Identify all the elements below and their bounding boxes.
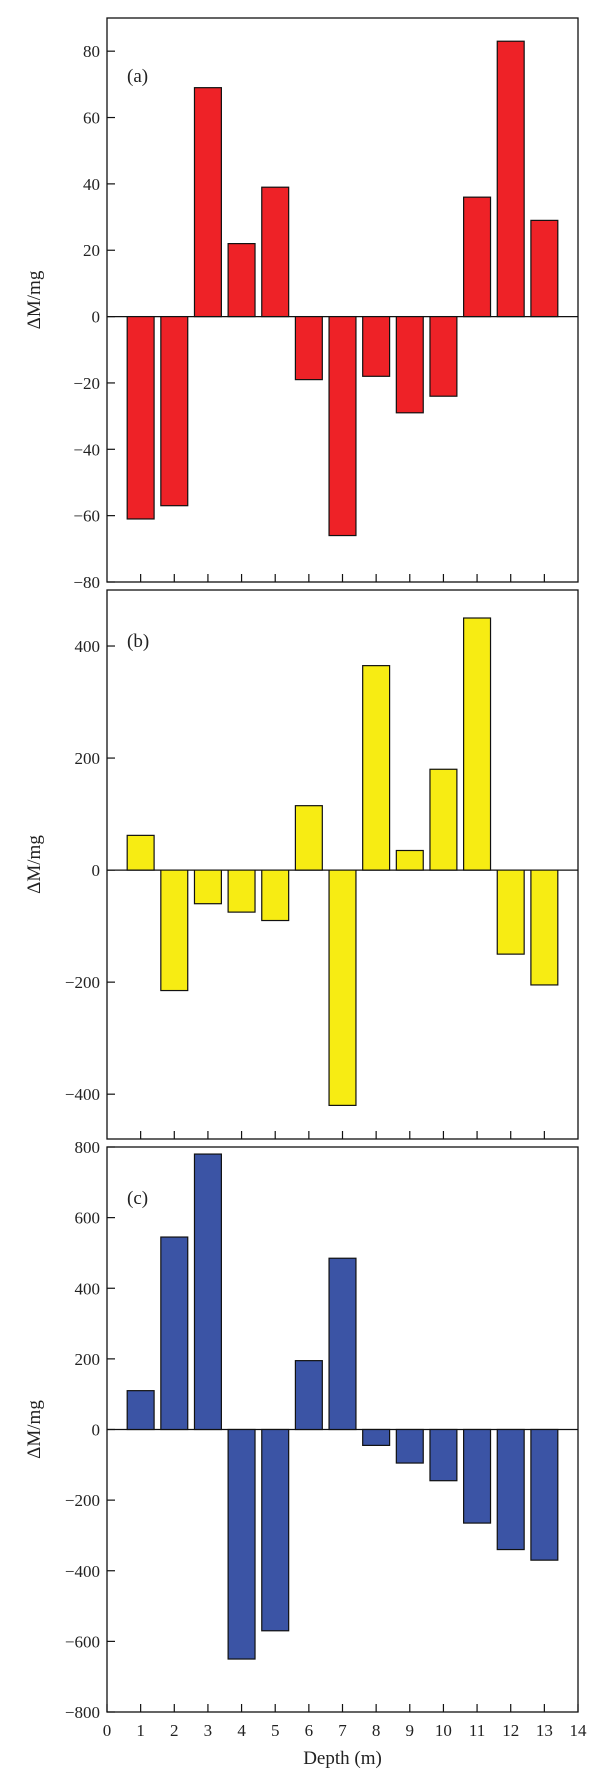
y-tick-label: −400 bbox=[65, 1562, 100, 1581]
bar-depth-1 bbox=[126, 1390, 155, 1431]
bar-depth-1 bbox=[126, 834, 155, 871]
y-tick-label: 60 bbox=[83, 109, 100, 128]
bar-depth-4 bbox=[227, 1428, 256, 1660]
x-tick-label: 5 bbox=[271, 1721, 280, 1740]
bar-depth-7 bbox=[328, 869, 357, 1106]
chart-panel-2: −400 −200 0 200 400 (b) ΔM/mg bbox=[24, 589, 579, 1140]
y-tick-label: −600 bbox=[65, 1632, 100, 1651]
bar-depth-6 bbox=[294, 805, 323, 871]
bar-depth-13 bbox=[530, 1428, 559, 1561]
y-tick-label: 800 bbox=[75, 1138, 101, 1157]
bar-depth-11 bbox=[463, 196, 492, 318]
bar-depth-4 bbox=[227, 869, 256, 913]
x-tick-label: 6 bbox=[305, 1721, 314, 1740]
bar-depth-8 bbox=[362, 1428, 391, 1446]
y-tick-label: 40 bbox=[83, 175, 100, 194]
bar-depth-6 bbox=[294, 315, 323, 381]
y-tick-label: 600 bbox=[75, 1209, 101, 1228]
x-tick-label: 7 bbox=[338, 1721, 347, 1740]
x-tick-label: 12 bbox=[502, 1721, 519, 1740]
bar-depth-8 bbox=[362, 665, 391, 871]
x-tick-label: 2 bbox=[170, 1721, 179, 1740]
bar-depth-5 bbox=[261, 186, 290, 318]
x-tick-label: 0 bbox=[103, 1721, 112, 1740]
bar-depth-5 bbox=[261, 869, 290, 922]
bar-depth-10 bbox=[429, 1428, 458, 1482]
bar-depth-12 bbox=[496, 1428, 525, 1551]
bar-depth-6 bbox=[294, 1360, 323, 1431]
y-axis-title: ΔM/mg bbox=[24, 835, 45, 894]
bar-depth-2 bbox=[160, 315, 189, 507]
y-tick-label: −200 bbox=[65, 973, 100, 992]
x-tick-label: 14 bbox=[570, 1721, 588, 1740]
bar-depth-9 bbox=[395, 315, 424, 414]
bar-depth-2 bbox=[160, 869, 189, 992]
bar-depth-3 bbox=[193, 87, 222, 318]
y-tick-label: 0 bbox=[92, 861, 101, 880]
bar-depth-12 bbox=[496, 40, 525, 318]
chart-panel-1: −80 −60 −40 −20 0 20 40 60 80 (a) ΔM/mg bbox=[24, 17, 579, 592]
bar-depth-11 bbox=[463, 1428, 492, 1524]
y-tick-label: 0 bbox=[92, 308, 101, 327]
bar-depth-13 bbox=[530, 219, 559, 318]
x-tick-label: 10 bbox=[435, 1721, 452, 1740]
y-tick-label: −20 bbox=[73, 374, 100, 393]
x-tick-label: 1 bbox=[136, 1721, 145, 1740]
panel-label: (a) bbox=[127, 66, 148, 87]
x-tick-label: 11 bbox=[469, 1721, 485, 1740]
bar-depth-11 bbox=[463, 617, 492, 871]
bar-depth-13 bbox=[530, 869, 559, 986]
bar-depth-3 bbox=[193, 869, 222, 905]
y-tick-label: 200 bbox=[75, 1350, 101, 1369]
x-tick-label: 8 bbox=[372, 1721, 381, 1740]
panel-label: (c) bbox=[127, 1188, 148, 1209]
y-tick-label: −800 bbox=[65, 1703, 100, 1722]
y-tick-label: 20 bbox=[83, 241, 100, 260]
bar-depth-12 bbox=[496, 869, 525, 955]
x-axis-title: Depth (m) bbox=[303, 1748, 382, 1769]
bar-depth-2 bbox=[160, 1236, 189, 1431]
x-tick-label: 9 bbox=[406, 1721, 415, 1740]
bar-depth-10 bbox=[429, 315, 458, 397]
bar-depth-9 bbox=[395, 1428, 424, 1464]
y-tick-label: 400 bbox=[75, 637, 101, 656]
panel-label: (b) bbox=[127, 631, 149, 652]
y-tick-label: −400 bbox=[65, 1085, 100, 1104]
y-tick-label: −60 bbox=[73, 507, 100, 526]
x-tick-label: 13 bbox=[536, 1721, 553, 1740]
bar-depth-7 bbox=[328, 1257, 357, 1431]
bar-depth-3 bbox=[193, 1153, 222, 1431]
y-tick-label: 80 bbox=[83, 42, 100, 61]
bar-depth-4 bbox=[227, 243, 256, 318]
x-tick-label: 3 bbox=[204, 1721, 213, 1740]
x-tick-label: 4 bbox=[237, 1721, 246, 1740]
y-tick-label: −80 bbox=[73, 573, 100, 592]
y-tick-label: 400 bbox=[75, 1279, 101, 1298]
bar-depth-9 bbox=[395, 849, 424, 871]
bar-depth-10 bbox=[429, 768, 458, 871]
bar-depth-1 bbox=[126, 315, 155, 520]
y-tick-label: −40 bbox=[73, 440, 100, 459]
bar-depth-8 bbox=[362, 315, 391, 377]
y-tick-label: 0 bbox=[92, 1421, 101, 1440]
y-axis-title: ΔM/mg bbox=[24, 270, 45, 329]
bar-depth-5 bbox=[261, 1428, 290, 1632]
y-tick-label: −200 bbox=[65, 1491, 100, 1510]
y-tick-label: 200 bbox=[75, 749, 101, 768]
bar-depth-7 bbox=[328, 315, 357, 537]
y-axis-title: ΔM/mg bbox=[24, 1400, 45, 1459]
